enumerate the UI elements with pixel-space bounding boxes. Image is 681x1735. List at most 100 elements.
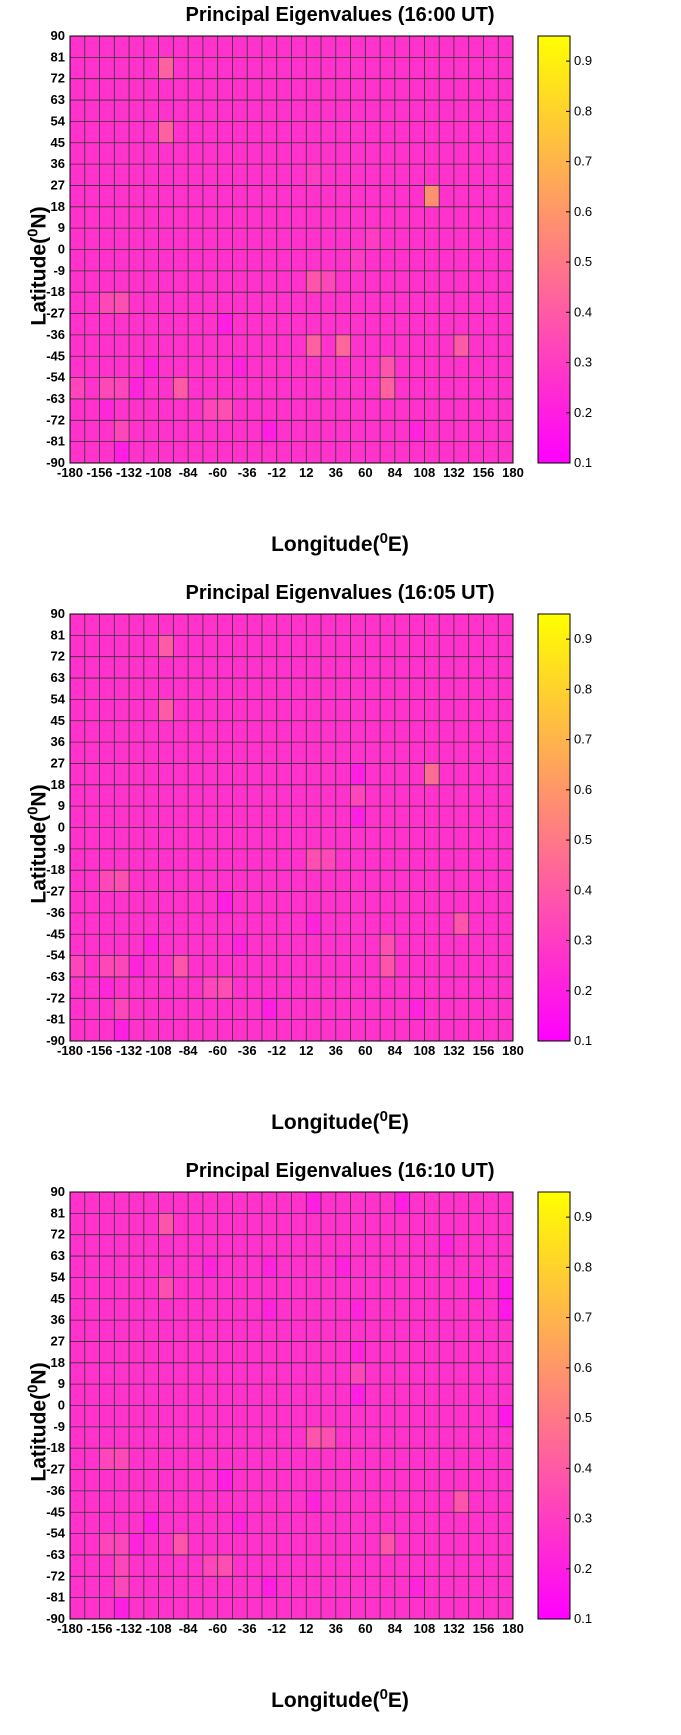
heatmap-cell <box>380 934 395 956</box>
x-tick-label: -180 <box>57 1043 83 1058</box>
heatmap-cell <box>350 1362 366 1385</box>
y-tick-label: -63 <box>46 969 65 984</box>
heatmap-cell <box>129 1533 144 1555</box>
y-tick-label: 27 <box>51 177 65 192</box>
x-tick-label: 84 <box>388 1043 403 1058</box>
x-axis-label: Longitude(0E) <box>271 530 409 556</box>
heatmap-cell <box>261 998 277 1020</box>
y-tick-label: -9 <box>53 1419 65 1434</box>
y-tick-label: 36 <box>51 1312 65 1327</box>
x-tick-label: -132 <box>116 465 142 480</box>
heatmap-cell <box>261 1256 277 1278</box>
heatmap-cell <box>217 1554 233 1577</box>
colorbar-tick-label: 0.6 <box>574 1360 592 1375</box>
x-tick-label: 132 <box>443 465 465 480</box>
y-tick-label: 45 <box>51 713 65 728</box>
y-tick-label: 72 <box>51 649 65 664</box>
colorbar-tick-label: 0.9 <box>574 631 592 646</box>
heatmap-cell <box>99 976 115 999</box>
colorbar-tick-label: 0.3 <box>574 355 592 370</box>
heatmap-cell <box>114 1448 130 1470</box>
y-tick-label: -9 <box>53 263 65 278</box>
y-tick-label: -81 <box>46 434 65 449</box>
x-tick-label: -12 <box>267 465 286 480</box>
heatmap-chart: -180 -156 -132 -108 -84 -60 -36 -12 12 36 60 84 108 1… <box>46 1184 592 1636</box>
heatmap-cell <box>99 870 115 892</box>
heatmap-cell <box>202 976 218 999</box>
heatmap-cell <box>306 1426 322 1449</box>
heatmap-cell <box>453 1490 469 1513</box>
y-tick-label: 18 <box>51 777 65 792</box>
y-tick-label: -81 <box>46 1590 65 1605</box>
heatmap-cell <box>114 1533 130 1555</box>
heatmap-cell <box>217 976 233 999</box>
colorbar-tick-label: 0.4 <box>574 1460 592 1475</box>
y-tick-label: 81 <box>51 627 65 642</box>
y-tick-label: -90 <box>46 1033 65 1048</box>
x-tick-label: -108 <box>146 465 172 480</box>
heatmap-cell <box>173 1533 189 1555</box>
heatmap-cell <box>321 270 336 293</box>
heatmap-panel-1610: Principal Eigenvalues (16:10 UT) Latitud… <box>0 1156 681 1734</box>
heatmap-panel-1605: Principal Eigenvalues (16:05 UT) Latitud… <box>0 578 681 1156</box>
x-tick-label: 180 <box>502 465 524 480</box>
colorbar-tick-label: 0.2 <box>574 405 592 420</box>
heatmap-cell <box>217 1469 233 1491</box>
heatmap-cell <box>114 420 130 442</box>
heatmap-cell <box>321 848 336 871</box>
colorbar-tick-label: 0.5 <box>574 832 592 847</box>
x-tick-label: -36 <box>238 465 257 480</box>
y-tick-label: -27 <box>46 306 65 321</box>
y-tick-label: -45 <box>46 1504 65 1519</box>
heatmap-cell <box>99 398 115 421</box>
colorbar <box>537 1191 571 1620</box>
y-tick-label: -45 <box>46 926 65 941</box>
heatmap-cell <box>468 1277 484 1299</box>
y-tick-label: 90 <box>51 28 65 43</box>
colorbar-tick-label: 0.2 <box>574 1561 592 1576</box>
heatmap-cell <box>114 292 130 314</box>
x-tick-label: -36 <box>238 1621 257 1636</box>
y-tick-label: 18 <box>51 1355 65 1370</box>
x-tick-label: 36 <box>329 465 343 480</box>
x-tick-label: -84 <box>179 1043 199 1058</box>
y-tick-label: -27 <box>46 1462 65 1477</box>
x-tick-label: 108 <box>414 1621 436 1636</box>
x-tick-label: 156 <box>473 1621 495 1636</box>
heatmap-cell <box>394 1192 410 1214</box>
heatmap-cell <box>158 1213 174 1235</box>
heatmap-cell <box>306 1192 322 1214</box>
y-tick-label: 63 <box>51 92 65 107</box>
heatmap-cell <box>439 1234 454 1257</box>
y-tick-label: 90 <box>51 606 65 621</box>
heatmap-cell <box>261 1576 277 1598</box>
x-tick-label: 156 <box>473 465 495 480</box>
heatmap-cell <box>202 1256 218 1278</box>
heatmap-cell <box>114 441 130 463</box>
heatmap-cell <box>232 934 248 956</box>
heatmap-cell <box>143 934 159 956</box>
x-tick-label: -156 <box>87 1043 113 1058</box>
heatmap-cell <box>306 912 322 935</box>
heatmap-cell <box>99 377 115 399</box>
heatmap-cell <box>424 185 440 207</box>
heatmap-cell <box>99 1533 115 1555</box>
x-tick-label: -60 <box>208 1621 227 1636</box>
colorbar-tick-label: 0.6 <box>574 204 592 219</box>
y-tick-label: -36 <box>46 327 65 342</box>
heatmap-cell <box>409 998 425 1020</box>
heatmap-cell <box>380 377 395 399</box>
heatmap-cell <box>158 57 174 79</box>
x-tick-label: -60 <box>208 465 227 480</box>
heatmap-chart: -180 -156 -132 -108 -84 -60 -36 -12 12 36 60 84 108 1… <box>46 606 592 1058</box>
y-tick-label: 9 <box>58 1376 65 1391</box>
heatmap-cell <box>158 1277 174 1299</box>
y-tick-label: 45 <box>51 135 65 150</box>
x-tick-label: 60 <box>358 1621 372 1636</box>
colorbar-tick-label: 0.4 <box>574 882 592 897</box>
x-tick-label: -108 <box>146 1043 172 1058</box>
x-tick-label: -84 <box>179 1621 199 1636</box>
x-tick-label: -132 <box>116 1043 142 1058</box>
x-tick-label: -60 <box>208 1043 227 1058</box>
y-tick-label: -54 <box>46 1526 66 1541</box>
